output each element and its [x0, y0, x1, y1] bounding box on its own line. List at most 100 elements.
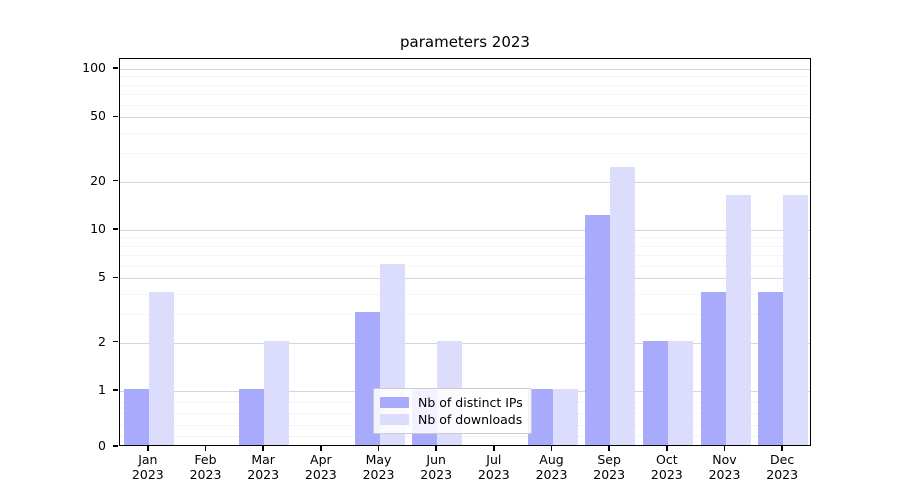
x-tick-year: 2023 [477, 467, 510, 482]
bar [552, 389, 578, 445]
x-tick-mark [666, 446, 668, 451]
y-tick-mark [113, 445, 118, 447]
x-tick-mark [608, 446, 610, 451]
x-tick-mark [262, 446, 264, 451]
gridline-minor [120, 93, 810, 95]
y-tick-label: 1 [98, 382, 106, 397]
gridline-minor [120, 254, 810, 256]
gridline-minor [120, 237, 810, 239]
x-tick-month: Apr [310, 452, 332, 467]
y-tick-label: 50 [90, 108, 106, 124]
x-tick-label: Jun 2023 [406, 452, 466, 482]
x-tick-label: Jul 2023 [464, 452, 524, 482]
x-tick-label: Nov 2023 [695, 452, 755, 482]
x-tick-mark [147, 446, 149, 451]
x-tick-month: May [365, 452, 392, 467]
gridline-minor [120, 245, 810, 247]
legend-label: Nb of downloads [418, 412, 523, 427]
x-tick-year: 2023 [362, 467, 395, 482]
y-tick-label: 2 [98, 333, 106, 349]
x-tick-month: Nov [712, 452, 737, 467]
x-tick-label: Aug 2023 [522, 452, 582, 482]
gridline-major [120, 69, 810, 70]
x-tick-label: Apr 2023 [291, 452, 351, 482]
bar [610, 166, 636, 445]
legend-entry: Nb of distinct IPs [380, 394, 523, 411]
x-tick-month: Mar [251, 452, 275, 467]
chart-legend: Nb of distinct IPs Nb of downloads [373, 388, 532, 434]
gridline-minor [120, 314, 810, 316]
y-tick-label: 0 [98, 438, 106, 453]
gridline-major [120, 342, 810, 344]
y-tick-mark [113, 340, 118, 343]
x-tick-mark [435, 446, 437, 451]
x-tick-label: Oct 2023 [637, 452, 697, 482]
bar [148, 292, 174, 445]
gridline-major [120, 117, 810, 119]
x-tick-month: Oct [656, 452, 678, 467]
x-tick-year: 2023 [420, 467, 453, 482]
x-tick-year: 2023 [247, 467, 280, 482]
gridline-minor [120, 76, 810, 78]
bar [700, 292, 726, 445]
gridline-minor [120, 435, 810, 437]
x-tick-month: Jan [138, 452, 158, 467]
y-tick-mark [113, 389, 118, 391]
gridline-major [120, 181, 810, 183]
y-tick-label: 10 [90, 221, 106, 236]
x-tick-month: Aug [539, 452, 564, 467]
x-tick-mark [781, 446, 783, 451]
x-tick-label: Feb 2023 [176, 452, 236, 482]
x-tick-year: 2023 [766, 467, 799, 482]
bars-layer [120, 59, 810, 445]
x-tick-month: Feb [194, 452, 217, 467]
x-tick-mark [493, 446, 495, 451]
bar [783, 195, 809, 445]
legend-swatch [380, 414, 409, 425]
legend-label: Nb of distinct IPs [418, 395, 523, 410]
bar [758, 292, 784, 445]
y-tick-label: 100 [82, 60, 106, 75]
gridline-minor [120, 133, 810, 135]
x-tick-label: Dec 2023 [752, 452, 812, 482]
x-tick-year: 2023 [593, 467, 626, 482]
x-tick-year: 2023 [189, 467, 222, 482]
x-tick-label: May 2023 [349, 452, 409, 482]
bar [239, 389, 265, 445]
x-tick-label: Sep 2023 [579, 452, 639, 482]
y-tick-label: 5 [98, 269, 106, 285]
legend-entry: Nb of downloads [380, 411, 523, 428]
bar [725, 195, 751, 445]
gridline-minor [120, 294, 810, 296]
x-tick-year: 2023 [650, 467, 683, 482]
legend-swatch [380, 397, 409, 408]
gridline-major [120, 230, 810, 231]
y-tick-mark [113, 228, 118, 230]
x-tick-mark [550, 446, 553, 451]
plot-area [119, 58, 811, 446]
x-tick-month: Jul [486, 452, 502, 467]
x-tick-label: Mar 2023 [233, 452, 293, 482]
x-tick-mark [377, 446, 380, 451]
y-tick-mark [113, 115, 118, 118]
x-tick-label: Jan 2023 [118, 452, 178, 482]
gridline-minor [120, 153, 810, 155]
y-tick-mark [113, 179, 118, 182]
gridline-major [120, 278, 810, 280]
bar [667, 340, 693, 445]
bar [264, 340, 290, 445]
x-tick-month: Sep [597, 452, 621, 467]
x-tick-mark [320, 446, 322, 451]
x-tick-month: Dec [770, 452, 795, 467]
x-tick-year: 2023 [535, 467, 568, 482]
x-tick-mark [204, 446, 207, 451]
y-tick-mark [113, 67, 118, 69]
gridline-minor [120, 265, 810, 267]
x-tick-mark [723, 446, 726, 451]
y-tick-label: 20 [90, 172, 106, 188]
y-tick-mark [113, 276, 118, 279]
x-tick-month: Jun [426, 452, 446, 467]
gridline-minor [120, 104, 810, 106]
gridline-minor [120, 84, 810, 86]
